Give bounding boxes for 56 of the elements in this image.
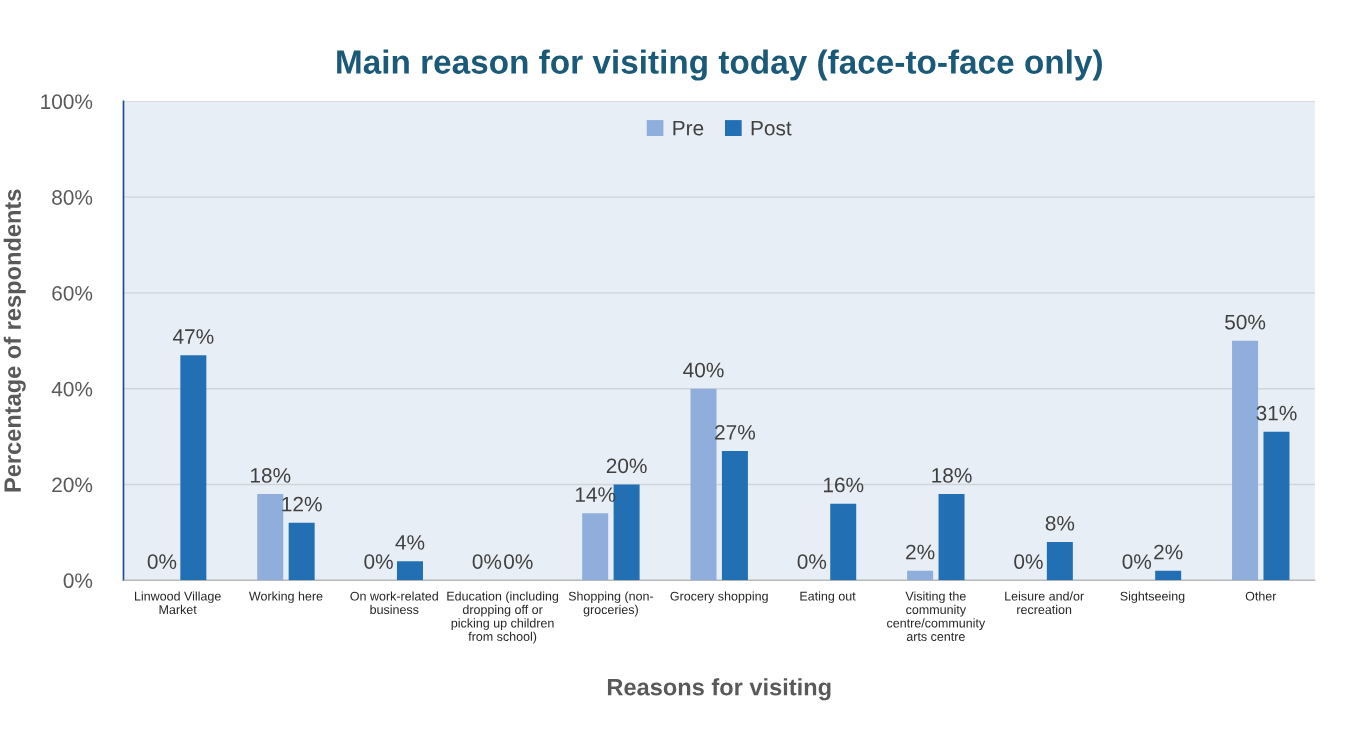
data-label: 31% xyxy=(1256,405,1297,421)
data-label: 0% xyxy=(1122,554,1152,569)
bar xyxy=(1046,541,1073,581)
data-label: 40% xyxy=(683,362,724,378)
bar xyxy=(582,513,609,581)
data-label: 0% xyxy=(147,554,177,569)
x-tick-label: Shopping (non- groceries) xyxy=(568,591,654,617)
y-tick-label: 80% xyxy=(52,190,93,205)
x-tick-label: Other xyxy=(1245,591,1277,601)
data-label: 2% xyxy=(1154,544,1183,560)
y-tick-label: 100% xyxy=(41,94,93,110)
x-tick-label: Visiting the community centre/community arts centre xyxy=(887,591,986,641)
y-tick-label: 60% xyxy=(52,285,93,301)
x-tick-label: Sightseeing xyxy=(1120,591,1185,604)
bar xyxy=(690,388,717,581)
x-tick-label: Grocery shopping xyxy=(670,591,768,604)
bar xyxy=(257,494,284,581)
data-label: 8% xyxy=(1045,515,1075,531)
data-label: 18% xyxy=(250,468,291,483)
x-tick-label: Working here xyxy=(248,591,323,604)
data-label: 20% xyxy=(606,458,647,474)
legend-label: Pre xyxy=(673,120,704,136)
data-label: 0% xyxy=(1014,554,1043,569)
x-tick-label: Linwood Village Market xyxy=(135,591,221,615)
y-tick-label: 0% xyxy=(63,573,93,589)
data-label: 4% xyxy=(395,535,425,550)
x-tick-label: Leisure and/or recreation xyxy=(1005,591,1084,615)
data-label: 18% xyxy=(932,468,972,483)
y-axis-title: Percentage of respondents xyxy=(3,189,26,492)
bar xyxy=(1263,431,1290,581)
data-label: 50% xyxy=(1225,314,1266,330)
bar xyxy=(938,494,965,581)
chart-title: Main reason for visiting today (face-to-face only) xyxy=(337,49,1102,81)
data-label: 0% xyxy=(797,554,827,569)
bar xyxy=(1155,570,1182,581)
bar xyxy=(907,570,934,581)
data-label: 12% xyxy=(282,496,322,512)
y-tick-label: 20% xyxy=(52,477,93,493)
legend-label: Post xyxy=(751,120,792,136)
data-label: 27% xyxy=(715,424,756,440)
y-tick-label: 40% xyxy=(51,381,93,397)
bar xyxy=(180,355,207,581)
data-label: 0% xyxy=(504,554,533,569)
x-tick-label: Education (including dropping off or picking up children from school) xyxy=(447,591,559,644)
bar xyxy=(830,503,857,581)
bar xyxy=(721,450,748,581)
data-label: 16% xyxy=(823,477,864,493)
data-label: 2% xyxy=(906,544,935,560)
bar xyxy=(288,522,315,581)
bar xyxy=(396,561,423,581)
data-label: 0% xyxy=(472,554,502,569)
data-label: 0% xyxy=(364,554,393,569)
x-tick-label: Eating out xyxy=(800,591,856,604)
x-tick-label: On work-related business xyxy=(350,591,438,615)
x-axis-title: Reasons for visiting xyxy=(607,678,831,701)
data-label: 47% xyxy=(172,329,214,344)
